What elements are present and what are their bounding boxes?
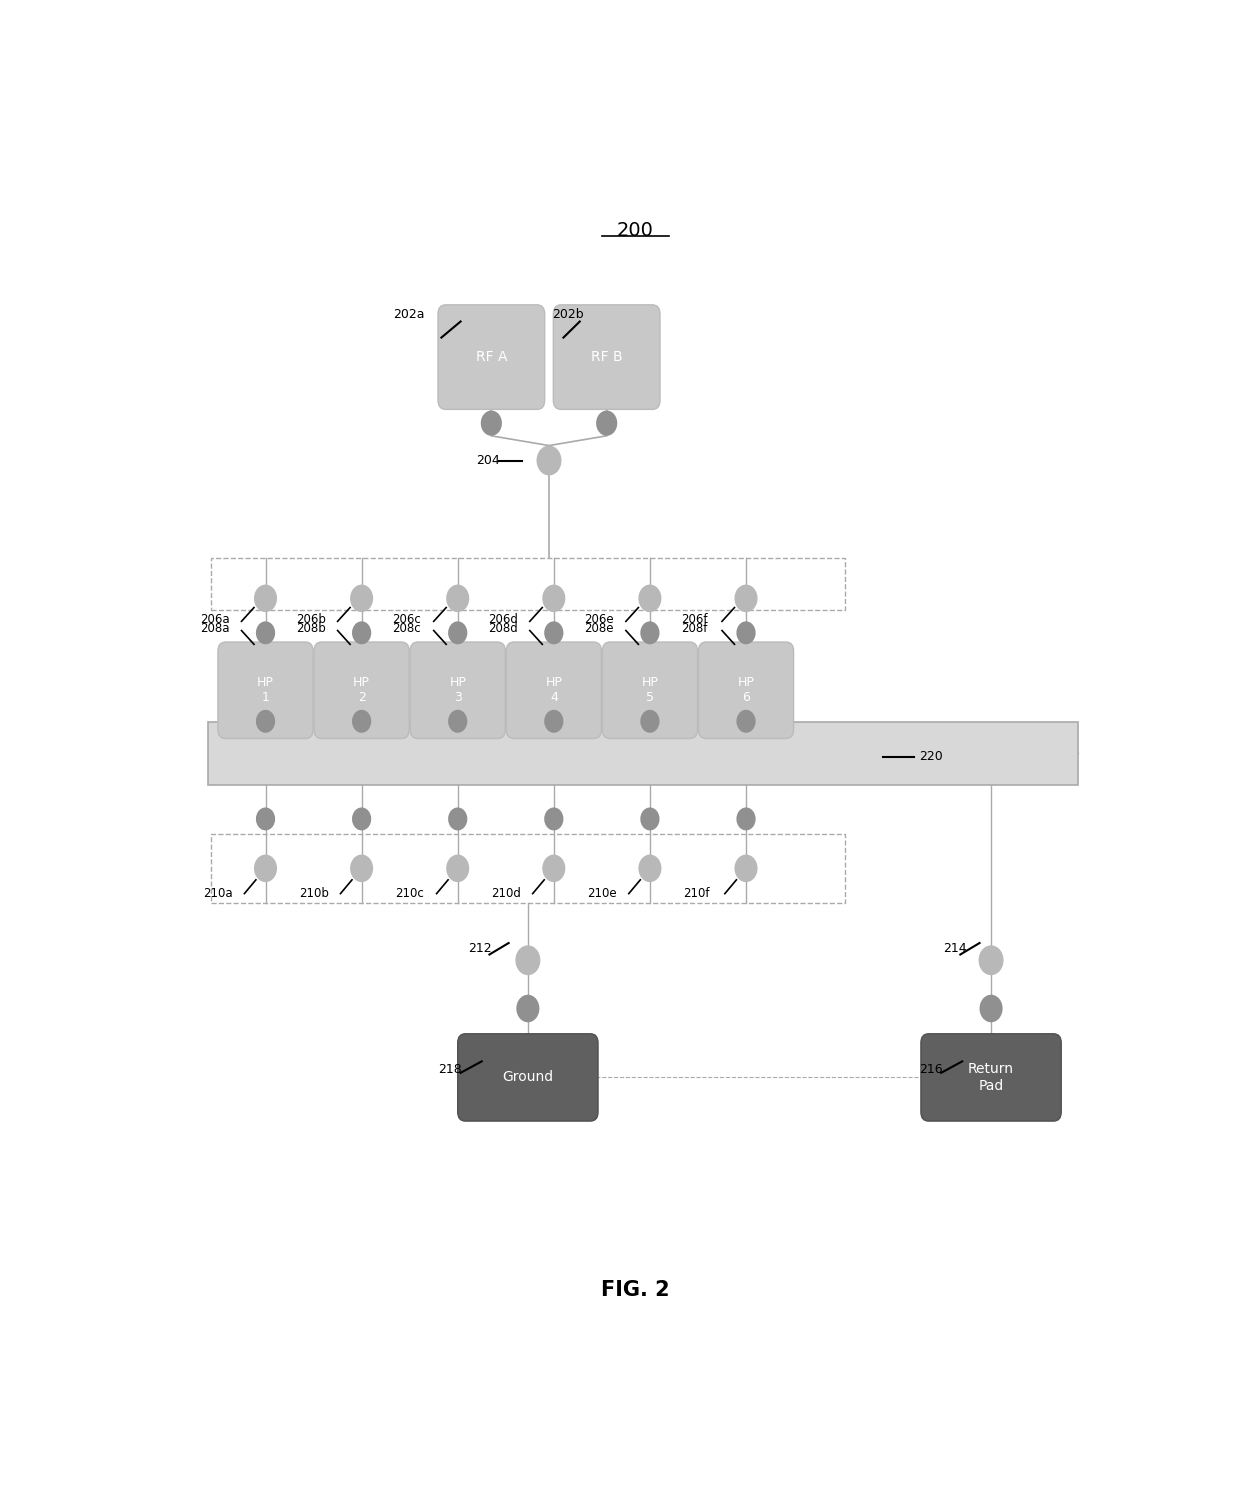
Circle shape (737, 621, 755, 645)
Text: 204: 204 (476, 454, 500, 467)
Circle shape (537, 446, 562, 476)
Circle shape (737, 710, 755, 733)
Text: HP
4: HP 4 (546, 676, 562, 704)
Text: 206f: 206f (681, 613, 707, 625)
Text: Return
Pad: Return Pad (968, 1062, 1014, 1092)
Text: 210d: 210d (491, 888, 521, 900)
Circle shape (640, 710, 660, 733)
Circle shape (446, 585, 469, 612)
FancyBboxPatch shape (698, 642, 794, 739)
Circle shape (640, 621, 660, 645)
Text: 206d: 206d (489, 613, 518, 625)
Circle shape (596, 410, 618, 436)
FancyBboxPatch shape (410, 642, 505, 739)
Circle shape (350, 855, 373, 882)
Text: 210e: 210e (588, 888, 618, 900)
Circle shape (544, 807, 563, 831)
Text: 208c: 208c (392, 622, 422, 634)
Circle shape (352, 807, 371, 831)
Text: 208f: 208f (681, 622, 707, 634)
Text: 210c: 210c (396, 888, 424, 900)
Text: 212: 212 (469, 943, 492, 955)
Bar (211, 558, 844, 610)
Circle shape (448, 621, 467, 645)
Text: HP
2: HP 2 (353, 676, 370, 704)
Circle shape (446, 855, 469, 882)
Bar (208, 722, 1078, 785)
Text: 208d: 208d (489, 622, 518, 634)
Circle shape (516, 946, 541, 976)
Text: HP
6: HP 6 (738, 676, 754, 704)
Circle shape (352, 710, 371, 733)
Circle shape (544, 710, 563, 733)
Circle shape (737, 807, 755, 831)
Text: 216: 216 (919, 1062, 942, 1076)
Text: HP
1: HP 1 (257, 676, 274, 704)
Circle shape (254, 585, 277, 612)
Text: 208a: 208a (200, 622, 229, 634)
FancyBboxPatch shape (314, 642, 409, 739)
Circle shape (481, 410, 502, 436)
Text: 220: 220 (919, 750, 942, 764)
Circle shape (734, 855, 758, 882)
Text: 208b: 208b (296, 622, 326, 634)
FancyBboxPatch shape (603, 642, 697, 739)
Bar (211, 834, 844, 903)
Text: 206a: 206a (200, 613, 229, 625)
FancyBboxPatch shape (438, 304, 544, 409)
FancyBboxPatch shape (458, 1034, 598, 1120)
Circle shape (542, 585, 565, 612)
Text: HP
3: HP 3 (449, 676, 466, 704)
FancyBboxPatch shape (506, 642, 601, 739)
Circle shape (448, 710, 467, 733)
Circle shape (350, 585, 373, 612)
Text: RF A: RF A (476, 351, 507, 364)
Text: 208e: 208e (584, 622, 614, 634)
FancyBboxPatch shape (553, 304, 660, 409)
FancyBboxPatch shape (921, 1034, 1061, 1120)
Text: FIG. 2: FIG. 2 (601, 1280, 670, 1300)
Circle shape (639, 585, 661, 612)
Text: 200: 200 (618, 221, 653, 240)
Text: 218: 218 (439, 1062, 463, 1076)
Text: 206e: 206e (584, 613, 614, 625)
Text: 202b: 202b (552, 309, 584, 321)
Text: Ground: Ground (502, 1070, 553, 1085)
FancyBboxPatch shape (218, 642, 312, 739)
Circle shape (978, 946, 1003, 976)
Text: 210f: 210f (683, 888, 711, 900)
Circle shape (639, 855, 661, 882)
Text: HP
5: HP 5 (641, 676, 658, 704)
Circle shape (544, 621, 563, 645)
Circle shape (255, 807, 275, 831)
Circle shape (255, 621, 275, 645)
Text: 210b: 210b (299, 888, 329, 900)
Text: 206c: 206c (392, 613, 422, 625)
Text: RF B: RF B (590, 351, 622, 364)
Text: 214: 214 (942, 943, 967, 955)
Text: 206b: 206b (296, 613, 326, 625)
Circle shape (516, 995, 539, 1022)
Circle shape (640, 807, 660, 831)
Circle shape (542, 855, 565, 882)
Text: 202a: 202a (393, 309, 425, 321)
Circle shape (255, 710, 275, 733)
Text: 210a: 210a (203, 888, 233, 900)
Circle shape (254, 855, 277, 882)
Circle shape (448, 807, 467, 831)
Circle shape (980, 995, 1003, 1022)
Circle shape (734, 585, 758, 612)
Circle shape (352, 621, 371, 645)
